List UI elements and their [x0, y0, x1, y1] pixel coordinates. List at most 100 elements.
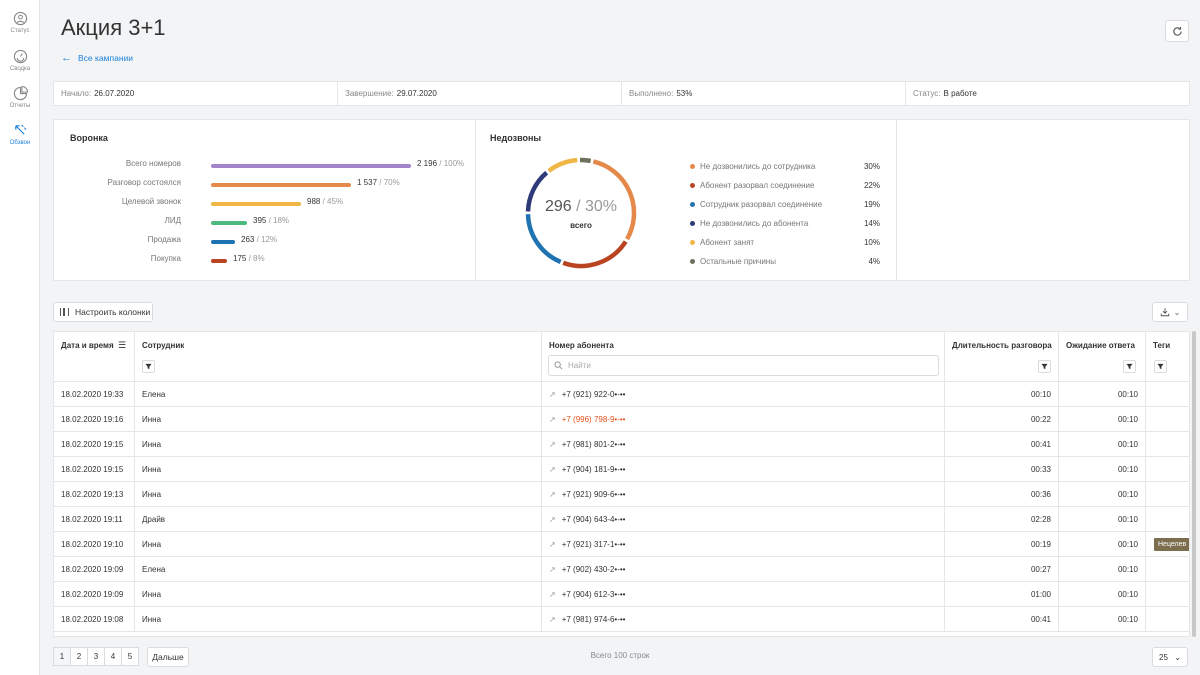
table-scrollbar-thumb[interactable] [1192, 331, 1196, 637]
sidebar-item-label: Отчеты [9, 103, 31, 109]
funnel-count: 988 [307, 197, 321, 206]
table-row[interactable]: 18.02.2020 19:13 Инна ↗ +7 (921) 909-6•-•• 0… [54, 482, 1189, 507]
funnel-separator: / [320, 197, 328, 206]
funnel-row-label: Продажа [147, 235, 181, 244]
table-row[interactable]: 18.02.2020 19:09 Инна ↗ +7 (904) 612-3•-•• 0… [54, 582, 1189, 607]
table-row[interactable]: 18.02.2020 19:15 Инна ↗ +7 (981) 801-2•-•• 0… [54, 432, 1189, 457]
info-end-label: Завершение: [345, 89, 394, 98]
table-row[interactable]: 18.02.2020 19:15 Инна ↗ +7 (904) 181-9•-•• 0… [54, 457, 1189, 482]
sort-icon[interactable]: ☰ [118, 340, 127, 350]
phone-number[interactable]: +7 (921) 317-1•-•• [561, 540, 626, 549]
info-start-label: Начало: [61, 89, 92, 98]
funnel-pct: 12% [261, 235, 278, 244]
per-page-select[interactable]: 25 ⌄ [1152, 647, 1188, 667]
phone-search-input[interactable] [568, 361, 928, 370]
table-row[interactable]: 18.02.2020 19:33 Елена ↗ +7 (921) 922-0•-••… [54, 382, 1189, 407]
configure-columns-label: Настроить колонки [75, 307, 151, 317]
next-page-button[interactable]: Дальше [147, 647, 189, 667]
total-rows: Всего 100 строк [590, 651, 650, 660]
phone-number[interactable]: +7 (902) 430-2•-•• [561, 565, 626, 574]
cell-duration: 02:28 [945, 507, 1059, 532]
phone-number[interactable]: +7 (904) 181-9•-•• [561, 465, 626, 474]
outgoing-call-icon: ↗ [549, 565, 556, 574]
cell-phone: ↗ +7 (981) 801-2•-•• [542, 432, 945, 457]
funnel-bar [211, 240, 235, 244]
sidebar-item-dialer[interactable]: Обзвон [0, 123, 40, 146]
table-row[interactable]: 18.02.2020 19:09 Елена ↗ +7 (902) 430-2•-••… [54, 557, 1189, 582]
cell-datetime: 18.02.2020 19:13 [54, 482, 135, 507]
legend-label: Абонент занят [700, 237, 755, 247]
table-row[interactable]: 18.02.2020 19:08 Инна ↗ +7 (981) 974-6•-•• 0… [54, 607, 1189, 632]
table-row[interactable]: 18.02.2020 19:16 Инна ↗ +7 (996) 798-9•-•• 0… [54, 407, 1189, 432]
table-scrollbar[interactable] [1192, 331, 1196, 637]
funnel-bar [211, 202, 301, 206]
sidebar-item-reports[interactable]: Отчеты [0, 86, 40, 109]
phone-number[interactable]: +7 (904) 643-4•-•• [561, 515, 626, 524]
download-icon [1160, 308, 1169, 317]
phone-number[interactable]: +7 (921) 909-6•-•• [561, 490, 626, 499]
summary-icon [13, 49, 27, 64]
info-start-value: 26.07.2020 [94, 89, 135, 98]
funnel-row-value: 2 196 / 100% [417, 159, 464, 168]
cell-duration: 00:19 [945, 532, 1059, 557]
legend-item: Сотрудник разорвал соединение 19% [690, 198, 880, 210]
phone-number[interactable]: +7 (996) 798-9•-•• [561, 415, 626, 424]
cell-employee: Инна [135, 532, 542, 557]
cell-tags [1146, 557, 1189, 582]
funnel-row-value: 1 537 / 70% [357, 178, 400, 187]
refresh-button[interactable] [1165, 20, 1189, 42]
funnel-separator: / [254, 235, 262, 244]
legend-label: Абонент разорвал соединение [700, 180, 815, 190]
cell-tags [1146, 482, 1189, 507]
outgoing-call-icon: ↗ [549, 540, 556, 549]
cell-employee: Инна [135, 432, 542, 457]
cell-employee: Инна [135, 482, 542, 507]
page-button[interactable]: 4 [104, 647, 122, 666]
export-button[interactable]: ⌄ [1152, 302, 1188, 322]
configure-columns-button[interactable]: Настроить колонки [53, 302, 153, 322]
chevron-down-icon: ⌄ [1173, 307, 1181, 317]
funnel-row-value: 175 / 8% [233, 254, 265, 263]
table-row[interactable]: 18.02.2020 19:11 Драйв ↗ +7 (904) 643-4•-••… [54, 507, 1189, 532]
page-button[interactable]: 1 [53, 647, 71, 666]
outgoing-call-icon: ↗ [549, 490, 556, 499]
funnel-bar [211, 164, 411, 168]
cell-tags [1146, 407, 1189, 432]
duration-filter-button[interactable] [1038, 360, 1051, 373]
wait-filter-button[interactable] [1123, 360, 1136, 373]
outgoing-call-icon: ↗ [549, 590, 556, 599]
phone-number[interactable]: +7 (904) 612-3•-•• [561, 590, 626, 599]
employee-filter-button[interactable] [142, 360, 155, 373]
sidebar-item-label: Сводка [9, 66, 31, 72]
info-start: Начало: 26.07.2020 [54, 82, 338, 105]
table-row[interactable]: 18.02.2020 19:10 Инна ↗ +7 (921) 317-1•-•• 0… [54, 532, 1189, 557]
legend-dot [690, 163, 695, 169]
legend-label: Не дозвонились до сотрудника [700, 161, 816, 171]
phone-number[interactable]: +7 (921) 922-0•-•• [561, 390, 626, 399]
sidebar-item-summary[interactable]: Сводка [0, 49, 40, 72]
funnel-pct: 18% [273, 216, 290, 225]
info-done: Выполнено: 53% [622, 82, 906, 105]
funnel-row-label: Всего номеров [125, 159, 181, 168]
page-button[interactable]: 3 [87, 647, 105, 666]
cell-phone: ↗ +7 (921) 909-6•-•• [542, 482, 945, 507]
phone-number[interactable]: +7 (981) 974-6•-•• [561, 615, 626, 624]
col-header-datetime[interactable]: Дата и время ☰ [54, 332, 135, 382]
cell-tags [1146, 507, 1189, 532]
phone-number[interactable]: +7 (981) 801-2•-•• [561, 440, 626, 449]
legend-dot [690, 201, 695, 207]
tags-filter-button[interactable] [1154, 360, 1167, 373]
funnel-pct: 45% [327, 197, 344, 206]
filter-icon [1157, 363, 1164, 370]
funnel-bar [211, 221, 247, 225]
sidebar-item-label: Обзвон [9, 140, 31, 146]
panel-divider [475, 120, 476, 280]
tag-badge[interactable]: Нецелев [1154, 538, 1189, 551]
page-button[interactable]: 2 [70, 647, 88, 666]
panel-divider [896, 120, 897, 280]
sidebar-item-status[interactable]: Статус [0, 11, 40, 34]
page-button[interactable]: 5 [121, 647, 139, 666]
funnel-separator: / [266, 216, 274, 225]
back-link[interactable]: ← Все кампании [61, 52, 133, 64]
missed-donut-chart [525, 157, 637, 269]
